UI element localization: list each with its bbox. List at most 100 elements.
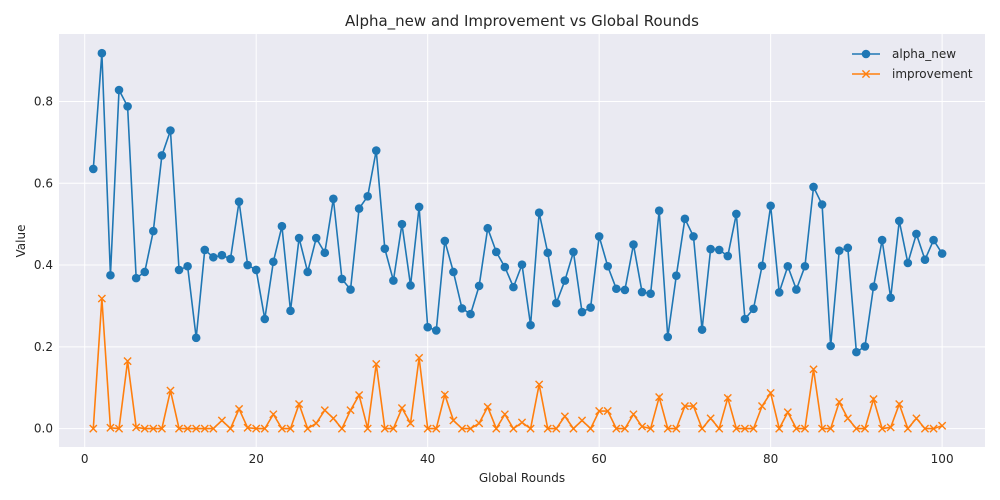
data-point-improvement [809, 365, 818, 374]
data-point-improvement [912, 414, 921, 423]
data-point-alpha_new [226, 254, 235, 264]
y-tick-label: 0.6 [34, 176, 53, 190]
data-point-alpha_new [303, 267, 312, 277]
data-point-alpha_new [594, 232, 604, 241]
data-point-alpha_new [88, 164, 98, 174]
data-point-alpha_new [251, 265, 261, 275]
y-tick-label: 0.0 [34, 422, 53, 436]
data-point-alpha_new [774, 288, 784, 297]
data-point-improvement [200, 424, 209, 433]
data-point-improvement [132, 423, 141, 432]
data-point-improvement [517, 418, 527, 427]
data-point-alpha_new [140, 267, 150, 277]
data-point-improvement [217, 416, 227, 425]
data-point-improvement [209, 424, 218, 433]
data-point-alpha_new [397, 219, 407, 229]
y-axis-label: Value [14, 225, 28, 258]
data-point-alpha_new [209, 252, 218, 262]
data-point-improvement [535, 380, 544, 389]
data-point-alpha_new [929, 235, 938, 245]
data-point-alpha_new [354, 204, 364, 213]
data-point-improvement [252, 424, 261, 433]
data-point-improvement [269, 410, 278, 419]
data-point-improvement [483, 402, 492, 412]
data-point-alpha_new [826, 341, 835, 351]
data-point-improvement [406, 419, 415, 428]
data-point-improvement [432, 424, 441, 433]
data-point-alpha_new [389, 276, 398, 285]
data-point-alpha_new [551, 298, 561, 308]
data-point-improvement [140, 424, 149, 433]
data-point-improvement [449, 416, 458, 425]
data-point-improvement [715, 424, 724, 433]
data-point-improvement [775, 424, 784, 433]
data-point-improvement [792, 424, 801, 433]
data-point-alpha_new [894, 216, 904, 226]
data-point-improvement [526, 424, 535, 433]
data-point-improvement [620, 424, 629, 433]
data-point-improvement [835, 397, 844, 407]
data-point-alpha_new [414, 202, 424, 212]
data-point-alpha_new [474, 281, 484, 291]
data-point-improvement [757, 402, 767, 411]
legend-label: improvement [892, 67, 973, 81]
data-point-alpha_new [440, 236, 450, 246]
data-point-alpha_new [723, 251, 733, 261]
data-point-alpha_new [371, 146, 381, 155]
series-alpha_new [88, 48, 947, 357]
data-point-improvement [277, 424, 287, 433]
data-point-improvement [629, 410, 638, 419]
data-point-alpha_new [680, 214, 690, 224]
data-point-alpha_new [174, 265, 184, 275]
chart-title: Alpha_new and Improvement vs Global Roun… [345, 12, 699, 31]
data-point-alpha_new [620, 285, 630, 295]
data-point-improvement [672, 424, 681, 433]
data-point-improvement [817, 424, 827, 433]
data-point-improvement [500, 410, 509, 419]
data-point-alpha_new [603, 261, 613, 271]
data-point-alpha_new [654, 206, 664, 215]
data-point-improvement [878, 424, 887, 433]
data-point-alpha_new [166, 126, 175, 135]
data-point-alpha_new [534, 208, 544, 217]
data-point-improvement [689, 402, 698, 411]
data-point-alpha_new [157, 151, 167, 160]
data-point-alpha_new [500, 262, 510, 272]
data-point-improvement [595, 406, 604, 416]
data-point-alpha_new [423, 322, 432, 332]
data-point-improvement [706, 414, 715, 423]
data-point-improvement [552, 424, 561, 433]
data-point-alpha_new [569, 247, 578, 257]
series-improvement [89, 294, 947, 433]
data-point-improvement [337, 424, 347, 433]
data-point-improvement [740, 424, 750, 433]
x-tick-label: 80 [763, 452, 778, 466]
x-axis-label: Global Rounds [479, 471, 565, 485]
legend: alpha_new improvement [852, 47, 973, 81]
data-point-alpha_new [637, 287, 647, 297]
data-point-alpha_new [800, 261, 810, 271]
data-point-alpha_new [149, 226, 158, 236]
data-point-alpha_new [869, 282, 878, 292]
data-point-alpha_new [509, 282, 518, 292]
data-point-improvement [226, 424, 235, 433]
data-point-alpha_new [714, 245, 724, 255]
data-point-alpha_new [123, 102, 132, 111]
data-point-improvement [354, 390, 364, 400]
data-point-alpha_new [903, 258, 913, 268]
data-point-alpha_new [114, 85, 124, 95]
data-point-improvement [637, 422, 647, 431]
legend-marker [861, 69, 871, 79]
data-point-improvement [303, 424, 312, 433]
data-point-alpha_new [577, 307, 587, 317]
data-point-alpha_new [491, 247, 501, 257]
data-point-alpha_new [526, 320, 535, 330]
data-point-alpha_new [483, 223, 493, 233]
data-point-improvement [106, 423, 115, 432]
data-point-improvement [389, 424, 398, 433]
data-point-improvement [697, 424, 707, 433]
data-point-improvement [192, 424, 201, 433]
y-tick-label: 0.4 [34, 258, 53, 272]
data-point-improvement [860, 424, 870, 433]
data-point-improvement [895, 399, 904, 409]
